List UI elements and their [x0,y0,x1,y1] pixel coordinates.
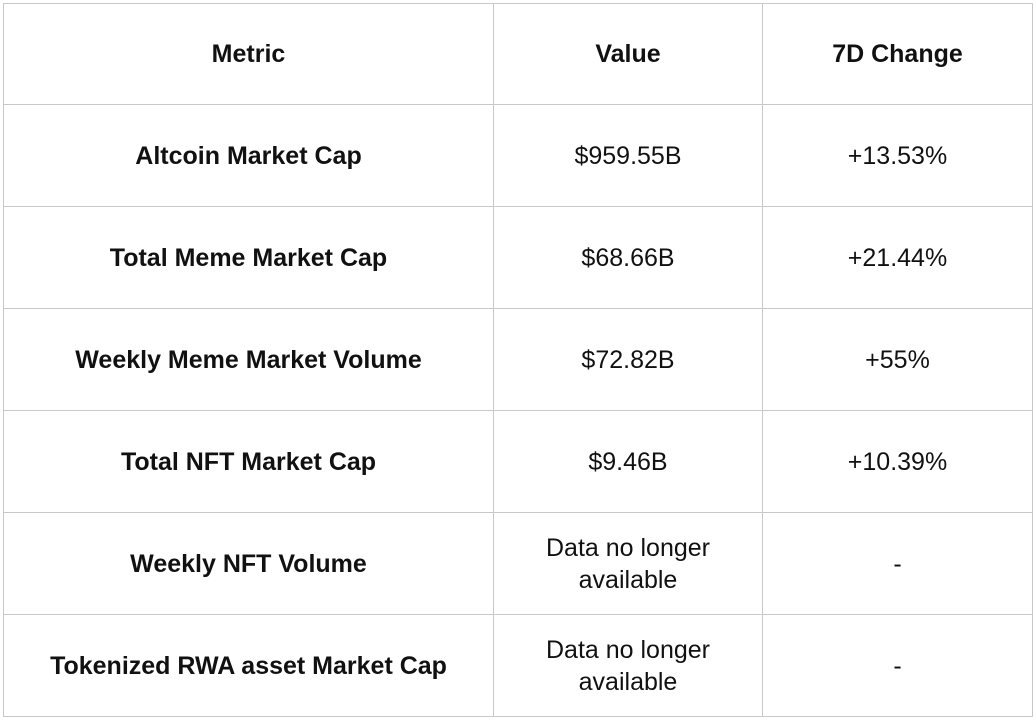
change-cell: +21.44% [762,206,1033,309]
change-cell: +13.53% [762,104,1033,207]
metric-cell: Weekly Meme Market Volume [3,308,494,411]
table-body: Altcoin Market Cap $959.55B +13.53% Total M… [3,104,1033,717]
table-row: Total NFT Market Cap $9.46B +10.39% [3,410,1033,513]
change-cell: +55% [762,308,1033,411]
metric-cell: Total NFT Market Cap [3,410,494,513]
metrics-table: Metric Value 7D Change Altcoin Market Cap $… [3,3,1033,717]
table-row: Tokenized RWA asset Market Cap Data no lo… [3,614,1033,717]
value-cell: Data no longer available [493,614,763,717]
header-row: Metric Value 7D Change [3,3,1033,105]
value-cell: $959.55B [493,104,763,207]
table-row: Weekly NFT Volume Data no longer availabl… [3,512,1033,615]
header-cell: Value [493,3,763,105]
metric-cell: Altcoin Market Cap [3,104,494,207]
change-cell: - [762,512,1033,615]
table-row: Altcoin Market Cap $959.55B +13.53% [3,104,1033,207]
metric-cell: Total Meme Market Cap [3,206,494,309]
metric-cell: Weekly NFT Volume [3,512,494,615]
table-row: Weekly Meme Market Volume $72.82B +55% [3,308,1033,411]
table-row: Total Meme Market Cap $68.66B +21.44% [3,206,1033,309]
header-cell: Metric [3,3,494,105]
change-cell: - [762,614,1033,717]
value-cell: $68.66B [493,206,763,309]
change-cell: +10.39% [762,410,1033,513]
header-cell: 7D Change [762,3,1033,105]
table-header: Metric Value 7D Change [3,3,1033,105]
value-cell: $72.82B [493,308,763,411]
value-cell: $9.46B [493,410,763,513]
metric-cell: Tokenized RWA asset Market Cap [3,614,494,717]
value-cell: Data no longer available [493,512,763,615]
